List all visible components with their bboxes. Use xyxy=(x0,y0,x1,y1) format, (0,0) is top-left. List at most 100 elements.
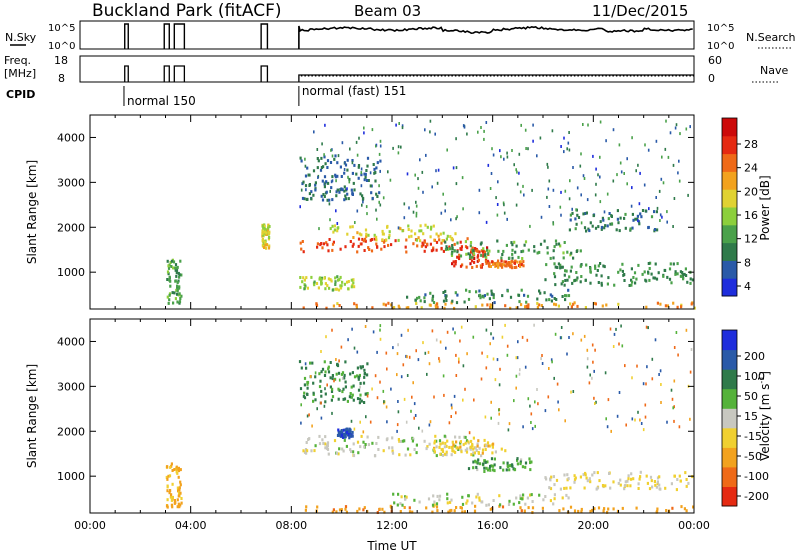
heatmap-cell xyxy=(553,376,555,380)
heatmap-cell xyxy=(579,164,582,168)
heatmap-cell xyxy=(515,496,518,500)
heatmap-cell xyxy=(427,350,430,354)
heatmap-cell xyxy=(672,163,675,167)
heatmap-cell xyxy=(689,281,692,285)
heatmap-cell xyxy=(531,506,535,510)
heatmap-cell xyxy=(312,381,315,385)
nsky-early-pulses xyxy=(124,23,269,49)
heatmap-cell xyxy=(491,451,494,455)
heatmap-cell xyxy=(315,302,318,306)
heatmap-cell xyxy=(521,257,524,260)
heatmap-cell xyxy=(322,193,325,196)
heatmap-cell xyxy=(545,298,548,302)
heatmap-cell xyxy=(597,281,600,284)
heatmap-cell xyxy=(685,328,688,332)
heatmap-cell xyxy=(338,447,341,451)
heatmap-cell xyxy=(665,119,667,123)
heatmap-cell xyxy=(360,167,363,171)
heatmap-cell xyxy=(582,174,585,178)
heatmap-cell xyxy=(655,196,657,199)
heatmap-cell xyxy=(640,422,643,425)
heatmap-cell xyxy=(552,222,555,226)
x-tick-label: 00:00 xyxy=(74,519,106,532)
heatmap-cell xyxy=(349,448,352,452)
heatmap-cell xyxy=(349,434,352,437)
heatmap-cell xyxy=(507,428,510,432)
heatmap-cell xyxy=(178,301,181,305)
heatmap-cell xyxy=(471,444,474,448)
heatmap-cell xyxy=(316,407,318,411)
heatmap-cell xyxy=(178,285,181,289)
heatmap-cell xyxy=(326,198,329,202)
heatmap-cell xyxy=(505,260,508,264)
heatmap-cell xyxy=(342,428,345,432)
heatmap-cell xyxy=(424,223,427,227)
heatmap-cell xyxy=(320,350,322,353)
heatmap-cell xyxy=(487,262,491,266)
heatmap-cell xyxy=(597,506,601,510)
heatmap-cell xyxy=(591,343,594,347)
heatmap-cell xyxy=(267,246,271,250)
heatmap-cell xyxy=(332,508,335,512)
heatmap-cell xyxy=(575,250,578,253)
heatmap-cell xyxy=(506,344,509,348)
heatmap-cell xyxy=(485,328,488,332)
heatmap-cell xyxy=(467,494,470,498)
heatmap-cell xyxy=(398,453,401,457)
heatmap-cell xyxy=(302,276,305,280)
heatmap-cell xyxy=(176,265,179,269)
heatmap-cell xyxy=(265,233,268,236)
heatmap-cell xyxy=(418,500,421,504)
cpid-label: CPID xyxy=(6,88,35,101)
heatmap-cell xyxy=(673,474,676,478)
heatmap-cell xyxy=(320,194,323,198)
heatmap-cell xyxy=(367,246,370,250)
heatmap-cell xyxy=(567,141,570,145)
heatmap-cell xyxy=(429,303,432,307)
colorbar-tick-label: 15 xyxy=(744,410,758,423)
heatmap-cell xyxy=(559,266,562,270)
heatmap-cell xyxy=(379,324,382,328)
heatmap-cell xyxy=(668,267,672,271)
heatmap-cell xyxy=(430,225,433,229)
heatmap-cell xyxy=(540,357,542,361)
heatmap-cell xyxy=(363,401,366,404)
heatmap-cell xyxy=(472,447,475,451)
heatmap-cell xyxy=(476,468,479,472)
heatmap-cell xyxy=(518,300,521,304)
nsky-tick-max: 10^5 xyxy=(48,23,75,34)
heatmap-cell xyxy=(391,306,394,310)
heatmap-cell xyxy=(594,402,596,405)
heatmap-cell xyxy=(645,474,648,478)
heatmap-cell xyxy=(339,247,342,251)
heatmap-cell xyxy=(385,238,388,242)
heatmap-cell xyxy=(352,398,355,402)
heatmap-cell xyxy=(305,505,308,509)
heatmap-cell xyxy=(379,144,382,148)
heatmap-cell xyxy=(541,506,544,510)
heatmap-cell xyxy=(304,508,307,512)
heatmap-cell xyxy=(422,341,424,345)
heatmap-cell xyxy=(481,451,484,455)
heatmap-cell xyxy=(302,180,305,184)
heatmap-cell xyxy=(546,195,548,199)
heatmap-cell xyxy=(330,148,332,152)
heatmap-cell xyxy=(476,461,479,465)
heatmap-cell xyxy=(451,246,454,250)
heatmap-cell xyxy=(524,128,527,132)
heatmap-cell xyxy=(396,503,399,507)
heatmap-cell xyxy=(462,364,465,368)
heatmap-cell xyxy=(445,453,448,457)
heatmap-cell xyxy=(559,336,562,340)
heatmap-cell xyxy=(331,328,333,332)
heatmap-cell xyxy=(438,494,442,498)
heatmap-cell xyxy=(401,124,404,128)
heatmap-cell xyxy=(169,261,172,264)
heatmap-cell xyxy=(643,270,646,274)
heatmap-cell xyxy=(664,147,667,151)
heatmap-cell xyxy=(509,265,512,269)
heatmap-cell xyxy=(573,478,577,482)
heatmap-cell xyxy=(676,478,679,481)
heatmap-cell xyxy=(438,238,441,242)
heatmap-cell xyxy=(398,439,401,443)
